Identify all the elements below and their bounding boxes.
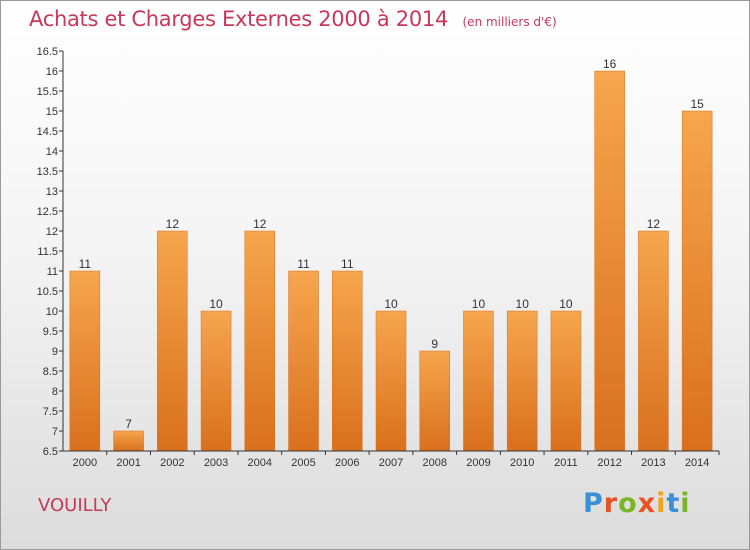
y-tick-label: 16.5	[37, 46, 58, 58]
x-tick-label-2014: 2014	[685, 457, 709, 469]
x-tick-label-2002: 2002	[160, 457, 184, 469]
x-tick-label-2001: 2001	[116, 457, 140, 469]
x-tick-label-2000: 2000	[73, 457, 97, 469]
x-tick-label-2009: 2009	[466, 457, 490, 469]
y-tick-label: 12.5	[37, 206, 58, 218]
x-tick-label-2007: 2007	[379, 457, 403, 469]
logo-letter: i	[680, 488, 691, 519]
x-tick-label-2010: 2010	[510, 457, 534, 469]
data-label-2008: 9	[431, 337, 438, 351]
bar-2003	[200, 310, 232, 452]
bar-2009	[463, 310, 494, 452]
data-label-2002: 12	[166, 217, 180, 231]
y-tick-label: 13.5	[37, 166, 58, 178]
data-label-2011: 10	[559, 297, 573, 311]
y-tick-label: 15.5	[37, 86, 58, 98]
bar-2002	[157, 230, 188, 452]
y-tick-label: 15	[46, 106, 58, 118]
x-tick-label-2004: 2004	[248, 457, 272, 469]
data-label-2004: 12	[253, 217, 267, 231]
logo-letter: o	[618, 488, 638, 519]
bar-2001	[113, 430, 144, 452]
proxiti-logo[interactable]: Proxiti	[583, 488, 691, 519]
y-tick-label: 7	[52, 426, 58, 438]
logo-letter: t	[666, 488, 681, 519]
data-label-2010: 10	[516, 297, 530, 311]
y-tick-label: 14	[46, 146, 58, 158]
x-tick-label-2006: 2006	[335, 457, 359, 469]
bar-2010	[506, 310, 538, 452]
chart-subtitle: (en milliers d'€)	[462, 15, 557, 29]
data-label-2013: 12	[647, 217, 661, 231]
data-label-2009: 10	[472, 297, 486, 311]
bar-2011	[550, 310, 582, 452]
y-tick-label: 9	[52, 346, 58, 358]
x-tick-label-2012: 2012	[597, 457, 621, 469]
bar-2013	[638, 230, 669, 452]
bar-2008	[419, 350, 450, 452]
y-tick-label: 12	[46, 226, 58, 238]
bar-2005	[288, 270, 319, 452]
y-tick-label: 6.5	[43, 446, 58, 458]
y-tick-label: 8.5	[43, 366, 58, 378]
x-tick-label-2008: 2008	[422, 457, 446, 469]
logo-letter: i	[656, 488, 667, 519]
bar-2012	[594, 70, 625, 452]
bar-2004	[244, 230, 276, 452]
logo-letter: r	[603, 488, 619, 519]
data-label-2001: 7	[125, 417, 132, 431]
data-label-2005: 11	[297, 257, 310, 271]
x-tick-label-2013: 2013	[641, 457, 665, 469]
data-label-2012: 16	[603, 57, 617, 71]
data-label-2007: 10	[384, 297, 398, 311]
commune-name: VOUILLY	[38, 495, 112, 516]
bar-2007	[375, 310, 407, 452]
x-tick-label-2003: 2003	[204, 457, 228, 469]
data-label-2003: 10	[209, 297, 223, 311]
x-tick-label-2005: 2005	[291, 457, 315, 469]
y-tick-label: 13	[46, 186, 58, 198]
y-tick-label: 10.5	[37, 286, 58, 298]
y-tick-label: 16	[46, 66, 58, 78]
y-tick-label: 8	[52, 386, 58, 398]
y-tick-label: 11.5	[37, 246, 58, 258]
y-tick-label: 11	[47, 266, 58, 278]
x-tick-label-2011: 2011	[554, 457, 578, 469]
y-tick-label: 10	[46, 306, 58, 318]
chart-title: Achats et Charges Externes 2000 à 2014	[29, 7, 449, 31]
y-tick-label: 14.5	[37, 126, 58, 138]
data-label-2000: 11	[79, 257, 92, 271]
bar-2006	[332, 270, 363, 452]
bar-2014	[681, 110, 713, 452]
data-label-2006: 11	[341, 257, 354, 271]
data-label-2014: 15	[690, 97, 704, 111]
y-tick-label: 9.5	[43, 326, 58, 338]
logo-letter: P	[583, 488, 604, 519]
title-row: Achats et Charges Externes 2000 à 2014 (…	[29, 7, 557, 31]
y-tick-label: 7.5	[43, 406, 58, 418]
bar-2000	[69, 270, 101, 452]
logo-letter: x	[637, 488, 657, 519]
